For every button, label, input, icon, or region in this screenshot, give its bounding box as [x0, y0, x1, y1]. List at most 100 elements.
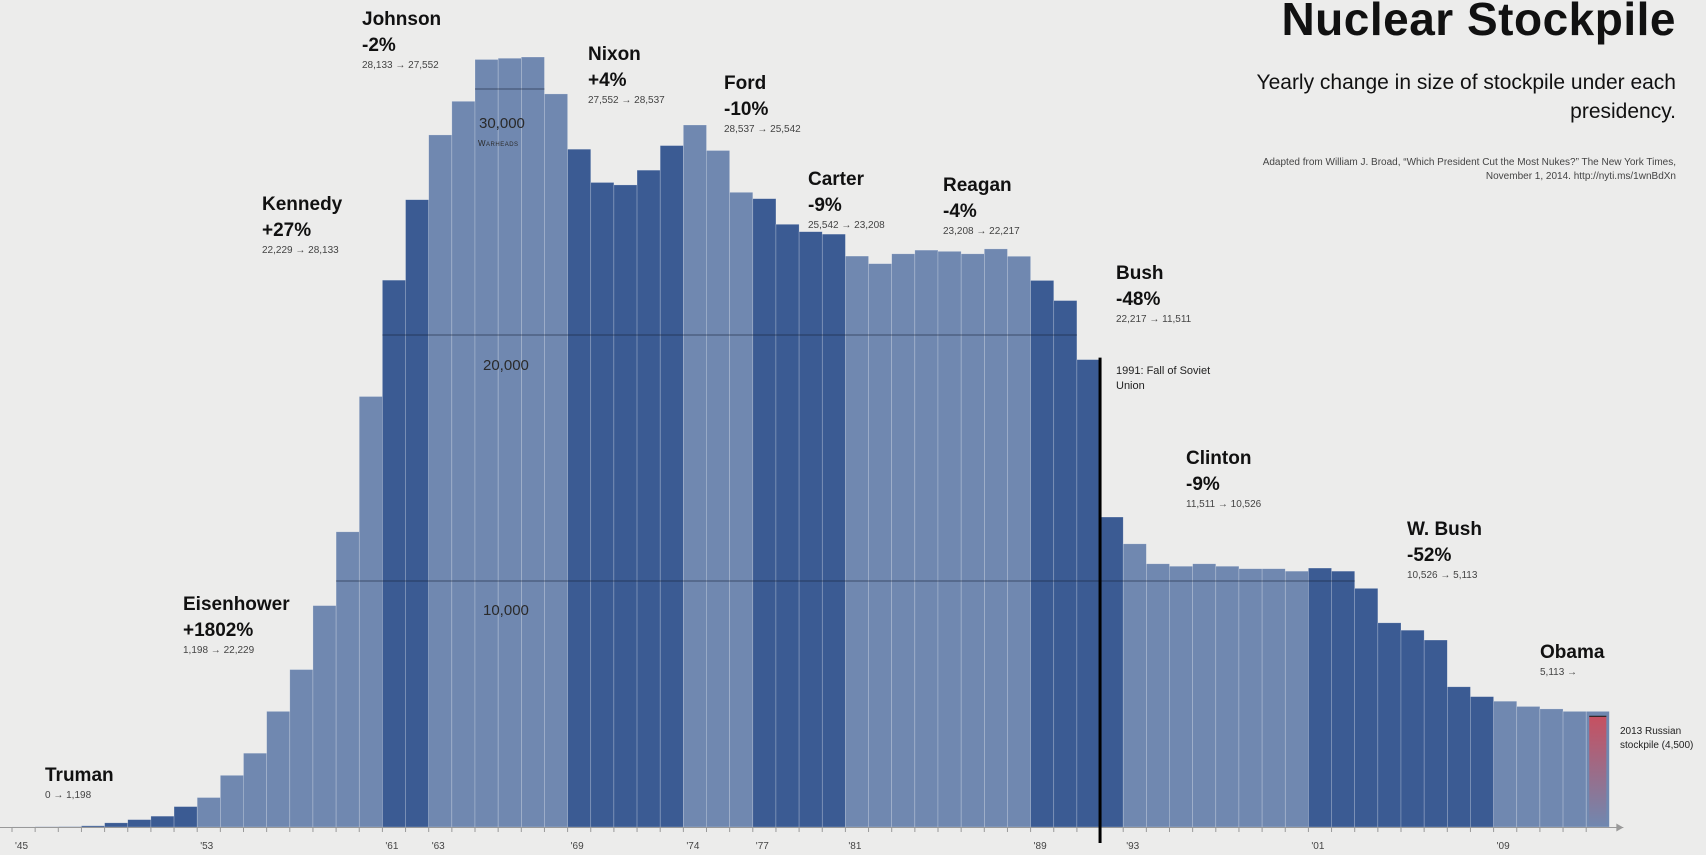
bar-2005	[1400, 629, 1425, 828]
president-label-johnson: Johnson -2% 28,133 → 27,552	[362, 10, 441, 71]
fall-of-soviet-union-note: 1991: Fall of Soviet Union	[1116, 365, 1211, 392]
president-label-clinton: Clinton -9% 11,511 → 10,526	[1186, 449, 1261, 510]
bar-1985	[937, 251, 962, 828]
x-tick-label: '89	[1034, 841, 1047, 852]
bar-1979	[798, 231, 823, 828]
bar-1971	[613, 184, 638, 828]
bar-2000	[1284, 570, 1309, 828]
bar-1975	[706, 150, 730, 828]
bar-2010	[1516, 706, 1541, 828]
president-range: 1,198 → 22,229	[183, 645, 255, 656]
president-change: -10%	[724, 99, 769, 120]
president-label-reagan: Reagan -4% 23,208 → 22,217	[943, 176, 1020, 237]
bar-1998	[1238, 568, 1263, 828]
president-range: 28,133 → 27,552	[362, 60, 439, 71]
russia-marker	[1589, 715, 1607, 827]
x-axis: '45 '53 '61 '63 '69 '74 '77 '81 '89 '93 '01 '09	[0, 823, 1624, 852]
president-label-ford: Ford -10% 28,537 → 25,542	[724, 74, 801, 135]
bar-2008	[1470, 696, 1494, 828]
president-name: W. Bush	[1407, 519, 1482, 540]
russia-stockpile-bar	[1589, 716, 1607, 827]
x-axis-arrow	[1616, 823, 1624, 832]
x-tick-label: '61	[385, 841, 398, 852]
bar-1953	[196, 797, 221, 828]
president-range: 27,552 → 28,537	[588, 95, 665, 106]
bar-1989	[1030, 280, 1055, 828]
president-name: Truman	[45, 765, 114, 786]
president-change: +27%	[262, 220, 312, 241]
president-change: +1802%	[183, 620, 254, 641]
bar-1999	[1261, 568, 1286, 828]
president-range: 23,208 → 22,217	[943, 226, 1020, 237]
bar-1994	[1146, 563, 1170, 828]
bar-1972	[636, 169, 661, 828]
bar-1977	[752, 198, 777, 828]
bar-1974	[683, 124, 707, 828]
bar-1948	[81, 825, 105, 828]
bar-1961	[382, 279, 406, 828]
bar-1962	[405, 199, 429, 828]
bar-1970	[590, 182, 615, 828]
chart-subtitle: Yearly change in size of stockpile under…	[1256, 71, 1677, 123]
bar-1987	[983, 248, 1008, 828]
bar-1990	[1053, 300, 1078, 828]
x-tick-label: '09	[1497, 841, 1510, 852]
bar-1973	[659, 145, 684, 828]
bar-1988	[1007, 255, 1031, 828]
president-change: -2%	[362, 35, 396, 56]
y-tick-label: 10,000	[483, 602, 529, 619]
president-change: -4%	[943, 201, 977, 222]
president-label-nixon: Nixon +4% 27,552 → 28,537	[588, 45, 665, 106]
president-label-carter: Carter -9% 25,542 → 23,208	[808, 170, 885, 231]
chart-title: Nuclear Stockpile	[1281, 0, 1676, 45]
y-tick-label: 20,000	[483, 357, 529, 374]
x-tick-label: '69	[571, 841, 584, 852]
president-change: +4%	[588, 70, 627, 91]
bar-1968	[544, 93, 568, 828]
bar-1965	[474, 59, 499, 828]
x-tick-label: '74	[686, 841, 699, 852]
president-name: Eisenhower	[183, 594, 290, 615]
x-tick-label: '81	[848, 841, 861, 852]
bar-1978	[775, 224, 800, 828]
bar-1995	[1169, 565, 1193, 828]
bar-2012	[1562, 711, 1587, 828]
president-label-w-bush: W. Bush -52% 10,526 → 5,113	[1407, 520, 1482, 581]
president-name: Reagan	[943, 175, 1012, 196]
bar-1954	[220, 775, 244, 828]
bar-1963	[428, 134, 453, 828]
president-range: 22,217 → 11,511	[1116, 314, 1192, 325]
bar-1958	[312, 605, 337, 828]
bar-1976	[729, 192, 754, 828]
president-name: Nixon	[588, 44, 641, 65]
president-name: Carter	[808, 169, 864, 190]
gridlines	[336, 88, 1355, 582]
bar-1949	[104, 822, 129, 828]
bar-2003	[1354, 588, 1379, 828]
president-label-eisenhower: Eisenhower +1802% 1,198 → 22,229	[183, 595, 290, 656]
x-tick-label: '45	[15, 841, 28, 852]
bar-1996	[1192, 563, 1217, 828]
president-range: 0 → 1,198	[45, 790, 92, 801]
bar-1984	[914, 249, 939, 828]
president-change: -9%	[808, 195, 842, 216]
bar-1980	[821, 233, 846, 828]
bar-1957	[289, 669, 314, 828]
bar-1967	[520, 56, 545, 828]
president-name: Kennedy	[262, 194, 343, 215]
bar-2001	[1308, 567, 1332, 828]
bar-1960	[358, 396, 383, 828]
bar-1966	[497, 57, 522, 828]
x-tick-label: '93	[1126, 841, 1139, 852]
bar-1952	[173, 806, 198, 828]
president-range: 28,537 → 25,542	[724, 124, 801, 135]
president-label-kennedy: Kennedy +27% 22,229 → 28,133	[262, 195, 342, 256]
bar-1982	[868, 263, 892, 828]
bar-1981	[845, 255, 869, 828]
president-range: 25,542 → 23,208	[808, 220, 885, 231]
president-change: -48%	[1116, 289, 1161, 310]
bar-1956	[266, 711, 291, 828]
bar-1992	[1099, 516, 1124, 828]
president-range: 10,526 → 5,113	[1407, 570, 1478, 581]
